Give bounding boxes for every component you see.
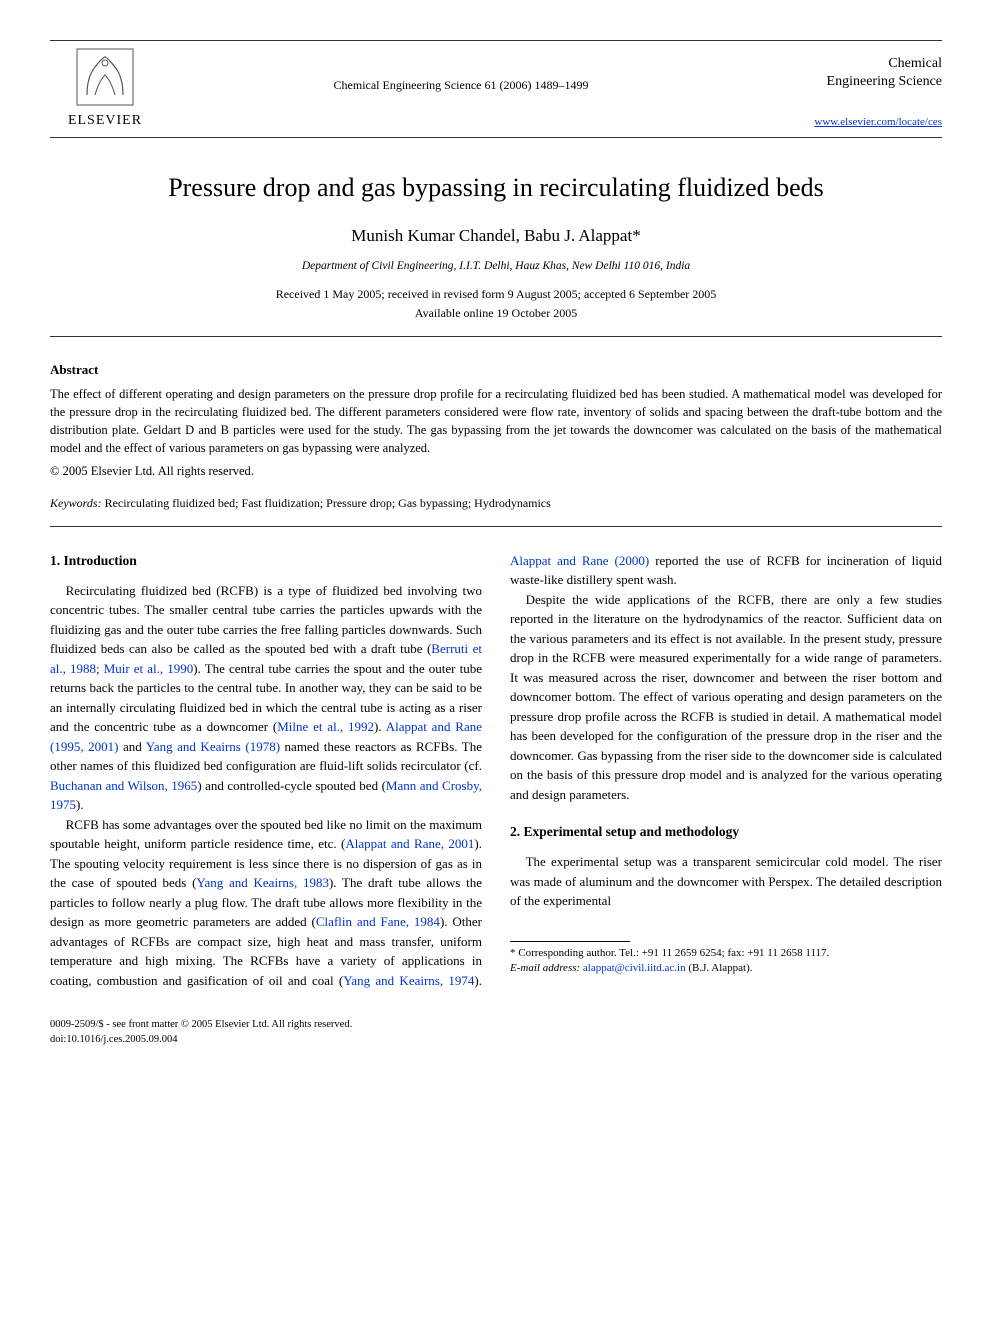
publisher-name: ELSEVIER (68, 111, 142, 131)
s1p2e: ). (474, 973, 482, 988)
keywords-label: Keywords: (50, 496, 102, 510)
cite-claflin[interactable]: Claflin and Fane, 1984 (316, 914, 440, 929)
authors: Munish Kumar Chandel, Babu J. Alappat* (50, 224, 942, 248)
footnote-email-link[interactable]: alappat@civil.iitd.ac.in (583, 962, 686, 974)
affiliation: Department of Civil Engineering, I.I.T. … (50, 258, 942, 274)
journal-name-line1: Chemical (762, 55, 942, 73)
journal-block: Chemical Engineering Science www.elsevie… (762, 47, 942, 131)
divider-bottom (50, 526, 942, 527)
abstract-text: The effect of different operating and de… (50, 385, 942, 458)
footer-line2: doi:10.1016/j.ces.2005.09.004 (50, 1033, 942, 1048)
article-title: Pressure drop and gas bypassing in recir… (50, 170, 942, 206)
footnote-separator (510, 941, 630, 942)
cite-alappat-2000[interactable]: Alappat and Rane (2000) (510, 553, 649, 568)
journal-ref-block: Chemical Engineering Science 61 (2006) 1… (160, 47, 762, 94)
s1-para1: Recirculating fluidized bed (RCFB) is a … (50, 581, 482, 815)
publisher-block: ELSEVIER (50, 47, 160, 131)
journal-reference: Chemical Engineering Science 61 (2006) 1… (160, 77, 762, 94)
journal-name-line2: Engineering Science (762, 73, 942, 91)
cite-milne[interactable]: Milne et al., 1992 (277, 719, 374, 734)
footnote-email-label: E-mail address: (510, 962, 580, 974)
cite-yang-1978[interactable]: Yang and Keairns (1978) (146, 739, 280, 754)
s2-para1: The experimental setup was a transparent… (510, 852, 942, 911)
s1p1c: ). (374, 719, 386, 734)
dates-received: Received 1 May 2005; received in revised… (50, 286, 942, 303)
s1p1f: ) and controlled-cycle spouted bed ( (197, 778, 386, 793)
cite-yang-1974[interactable]: Yang and Keairns, 1974 (343, 973, 474, 988)
cite-buchanan[interactable]: Buchanan and Wilson, 1965 (50, 778, 197, 793)
s1p1a: Recirculating fluidized bed (RCFB) is a … (50, 583, 482, 657)
footnote-email-tail: (B.J. Alappat). (686, 962, 753, 974)
divider-top (50, 336, 942, 337)
s1p1g: ). (76, 797, 84, 812)
keywords-row: Keywords: Recirculating fluidized bed; F… (50, 495, 942, 512)
s1-para3: Despite the wide applications of the RCF… (510, 590, 942, 805)
section-2-heading: 2. Experimental setup and methodology (510, 822, 942, 842)
body-columns: 1. Introduction Recirculating fluidized … (50, 551, 942, 991)
footnote-block: * Corresponding author. Tel.: +91 11 265… (510, 941, 942, 977)
s1p1d: and (118, 739, 145, 754)
cite-yang-1983[interactable]: Yang and Keairns, 1983 (196, 875, 329, 890)
cite-alappat-2001[interactable]: Alappat and Rane, 2001 (345, 836, 474, 851)
abstract-copyright: © 2005 Elsevier Ltd. All rights reserved… (50, 463, 942, 481)
journal-url-link[interactable]: www.elsevier.com/locate/ces (762, 115, 942, 130)
dates-online: Available online 19 October 2005 (50, 305, 942, 322)
corresponding-author-footnote: * Corresponding author. Tel.: +91 11 265… (510, 946, 942, 977)
header-bar: ELSEVIER Chemical Engineering Science 61… (50, 40, 942, 138)
footer-line1: 0009-2509/$ - see front matter © 2005 El… (50, 1018, 942, 1033)
abstract-heading: Abstract (50, 361, 942, 379)
elsevier-logo-icon (75, 47, 135, 107)
section-1-heading: 1. Introduction (50, 551, 482, 571)
footnote-line2: E-mail address: alappat@civil.iitd.ac.in… (510, 961, 942, 976)
page-footer: 0009-2509/$ - see front matter © 2005 El… (50, 1018, 942, 1047)
footnote-line1: * Corresponding author. Tel.: +91 11 265… (510, 946, 942, 961)
keywords-text: Recirculating fluidized bed; Fast fluidi… (102, 496, 551, 510)
